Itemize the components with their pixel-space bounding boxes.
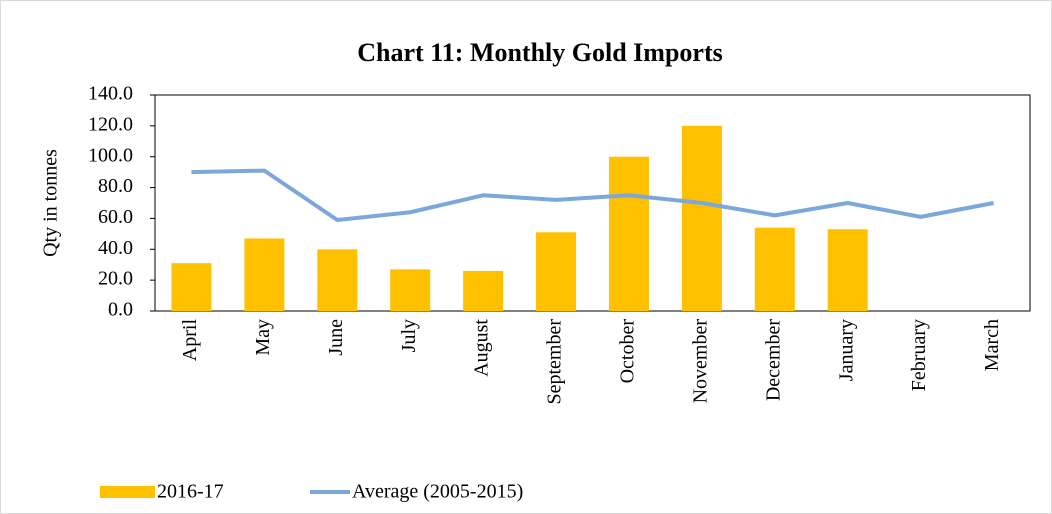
- x-tick-label: March: [981, 319, 1003, 371]
- bar: [171, 263, 212, 311]
- legend-label: 2016-17: [157, 481, 224, 503]
- x-tick-label: September: [544, 319, 566, 405]
- bar: [317, 249, 358, 311]
- y-tick-label: 20.0: [98, 268, 133, 290]
- bar: [244, 238, 285, 311]
- bar: [463, 270, 504, 311]
- x-tick-label: May: [252, 319, 274, 356]
- x-tick-label: January: [835, 319, 857, 381]
- y-axis-label: Qty in tonnes: [40, 149, 62, 257]
- bar: [536, 232, 577, 311]
- legend-label: Average (2005-2015): [352, 481, 523, 503]
- x-tick-label: December: [762, 319, 784, 402]
- x-tick-label: June: [325, 319, 347, 356]
- legend-swatch: [100, 486, 155, 498]
- line: [191, 168, 994, 222]
- x-tick-label: April: [179, 319, 201, 362]
- x-tick-label: August: [471, 319, 493, 377]
- x-tick-label: July: [398, 319, 420, 352]
- y-tick-label: 140.0: [88, 83, 133, 105]
- plot-area: [154, 94, 1031, 312]
- y-tick-label: 100.0: [88, 144, 133, 166]
- bar: [827, 229, 868, 311]
- y-tick-label: 80.0: [98, 175, 133, 197]
- x-tick-label: October: [617, 319, 639, 384]
- bar: [681, 125, 722, 311]
- y-tick-label: 120.0: [88, 113, 133, 135]
- x-tick-label: November: [689, 319, 711, 404]
- y-tick-label: 60.0: [98, 206, 133, 228]
- chart-title: Chart 11: Monthly Gold Imports: [357, 38, 722, 67]
- y-tick-label: 40.0: [98, 237, 133, 259]
- y-tick-label: 0.0: [108, 299, 133, 321]
- x-tick-label: February: [908, 319, 930, 391]
- bar: [608, 156, 649, 311]
- bar: [754, 227, 795, 311]
- bar: [390, 269, 431, 311]
